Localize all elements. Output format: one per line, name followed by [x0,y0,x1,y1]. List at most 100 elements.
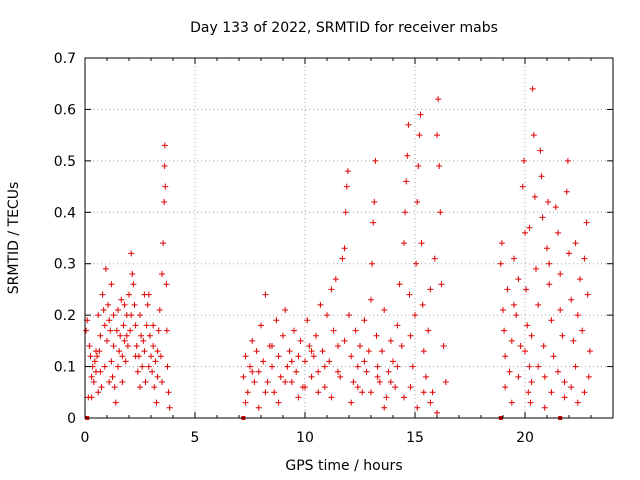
x-tick-label: 0 [81,430,90,446]
data-point [379,348,385,355]
data-point [529,85,536,92]
data-point [273,317,280,324]
data-point [140,337,147,344]
data-point [295,353,302,360]
data-point [436,163,443,169]
data-point [581,389,588,396]
data-point [88,373,95,380]
data-point [413,260,420,267]
data-point [240,373,247,380]
data-point [159,379,165,385]
data-point [528,332,535,339]
data-point [244,389,251,396]
data-point [142,379,149,385]
data-point [342,209,349,216]
data-point [419,301,426,308]
data-point [335,343,341,349]
data-point [396,281,403,288]
data-point [91,358,98,365]
data-point [508,399,515,406]
y-tick-label: 0.6 [54,102,76,118]
data-point [163,281,170,288]
y-tick-label: 0.1 [54,360,76,376]
data-point [253,348,260,355]
data-point [282,307,289,313]
data-point [137,384,143,391]
data-point [260,358,267,365]
data-point [429,389,436,396]
data-point [127,327,134,334]
data-point [515,276,522,283]
data-point [83,327,90,334]
data-point [275,353,282,360]
data-point [537,147,544,154]
data-point [166,404,173,411]
data-point [154,373,161,380]
data-point [291,327,297,334]
data-point [546,281,553,288]
data-point [517,343,524,349]
data-point [572,240,579,247]
y-tick-label: 0.4 [54,205,76,221]
data-point [348,353,355,360]
data-point [115,363,121,370]
data-point [519,183,526,190]
data-point [275,399,282,406]
data-point [164,363,171,370]
data-point [117,332,124,339]
data-point [128,250,135,257]
data-point [129,271,136,277]
data-point [385,368,392,375]
data-point [116,348,123,355]
data-point [148,353,154,360]
data-point [371,199,378,205]
data-point [161,163,168,169]
data-point [354,384,361,391]
data-point [370,219,377,226]
data-point [420,348,427,355]
data-point [568,384,575,391]
data-point [404,152,411,159]
data-point [255,404,262,411]
data-point [535,301,542,308]
data-point [328,286,335,293]
data-point [165,389,172,396]
x-tick-label: 20 [516,430,534,446]
data-point [321,384,328,391]
y-tick-label: 0.5 [54,154,76,170]
data-point [540,343,547,349]
data-point [284,363,291,370]
data-point [102,265,109,272]
data-point [574,399,581,406]
data-point [581,255,588,262]
data-point [251,379,258,385]
data-point [110,312,117,319]
data-point [357,343,363,349]
grid [85,58,613,418]
data-point [520,157,527,164]
data-point [145,363,152,370]
data-point [249,368,256,375]
data-point [548,317,555,324]
data-point [438,281,445,288]
data-point [535,363,542,370]
data-point [110,343,117,349]
data-point [538,173,545,180]
data-point [269,363,275,370]
data-point [372,157,379,164]
data-point [533,265,539,272]
data-point [141,291,148,298]
data-point [269,343,275,349]
data-point [526,224,533,231]
data-point [387,379,394,385]
data-point [106,317,113,324]
data-point [161,199,168,205]
data-point [502,384,509,391]
data-point [394,322,401,329]
data-point [406,291,413,298]
data-point [427,286,434,293]
data-point [545,199,552,205]
data-point [120,322,127,329]
data-point [585,373,592,380]
